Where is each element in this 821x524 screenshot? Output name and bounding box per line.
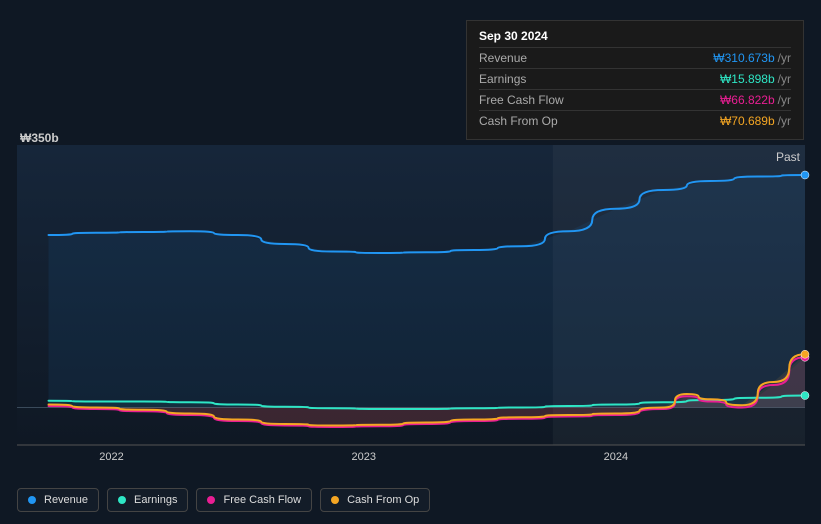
tooltip-row-label: Revenue [479,51,527,65]
legend-label: Earnings [134,494,177,506]
x-tick-label: 2022 [99,451,123,463]
legend-label: Free Cash Flow [223,494,301,506]
legend-dot-icon [207,496,215,504]
x-tick-label: 2024 [604,451,628,463]
legend-dot-icon [28,496,36,504]
tooltip-row-label: Free Cash Flow [479,93,564,107]
y-tick-label: ₩350b [20,131,59,145]
legend-item[interactable]: Revenue [17,488,99,512]
legend-item[interactable]: Cash From Op [320,488,430,512]
legend-item[interactable]: Earnings [107,488,188,512]
legend-label: Revenue [44,494,88,506]
chart-svg [17,145,805,445]
tooltip-row-label: Earnings [479,72,526,86]
x-tick-label: 2023 [351,451,375,463]
tooltip-row: Revenue ₩310.673b/yr [479,47,791,68]
tooltip-date: Sep 30 2024 [479,29,791,43]
tooltip-row-value: ₩70.689b/yr [720,114,791,128]
past-label: Past [776,150,800,164]
tooltip-row-value: ₩310.673b/yr [713,51,791,65]
tooltip-row-value: ₩66.822b/yr [720,93,791,107]
legend-dot-icon [118,496,126,504]
tooltip-rows: Revenue ₩310.673b/yr Earnings ₩15.898b/yr Fr… [479,47,791,131]
tooltip-row: Cash From Op ₩70.689b/yr [479,110,791,131]
chart-tooltip: Sep 30 2024 Revenue ₩310.673b/yr Earnings ₩… [466,20,804,140]
chart-container: Past [17,145,805,445]
tooltip-row: Free Cash Flow ₩66.822b/yr [479,89,791,110]
legend-item[interactable]: Free Cash Flow [196,488,312,512]
tooltip-row-value: ₩15.898b/yr [720,72,791,86]
legend-label: Cash From Op [347,494,419,506]
legend: Revenue Earnings Free Cash Flow Cash From O… [17,488,430,512]
tooltip-row-label: Cash From Op [479,114,558,128]
legend-dot-icon [331,496,339,504]
tooltip-row: Earnings ₩15.898b/yr [479,68,791,89]
